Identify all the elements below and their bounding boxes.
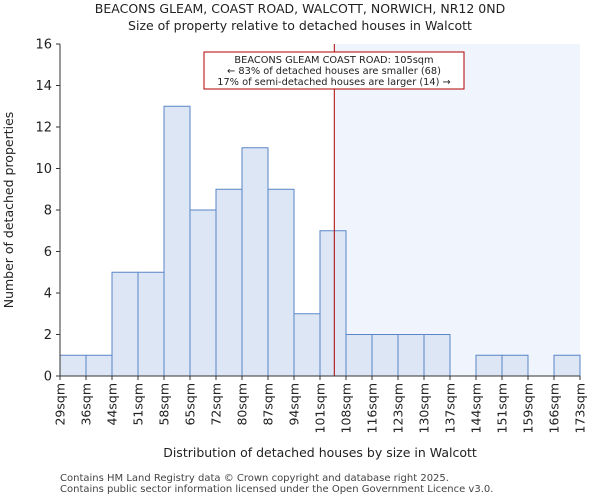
bar [189,209,217,377]
highlight-region [334,44,580,376]
bar [267,188,295,377]
x-tick-label: 51sqm [131,383,146,426]
bar [215,188,243,377]
x-tick-label: 58sqm [157,383,172,426]
x-tick-label: 36sqm [79,383,94,426]
x-tick-label: 94sqm [287,383,302,426]
x-tick-label: 29sqm [53,383,68,426]
x-tick-label: 130sqm [417,383,432,433]
bar [371,334,399,377]
x-tick-label: 166sqm [547,383,562,433]
x-tick-label: 72sqm [209,383,224,426]
annotation-line-2: ← 83% of detached houses are smaller (68… [227,66,441,77]
x-tick-label: 108sqm [339,383,354,433]
x-tick-label: 151sqm [495,383,510,433]
y-tick-label: 0 [44,370,52,385]
y-tick-label: 10 [35,162,52,177]
footer-line-2: Contains public sector information licen… [60,484,494,495]
x-tick-label: 44sqm [105,383,120,426]
y-axis-label: Number of detached properties [1,112,16,309]
bar [553,354,581,377]
chart-svg: 0 2 4 6 8 10 12 14 16 29sqm 36sqm 44sqm 51sqm 58sqm 65… [1,38,588,461]
y-tick-label: 8 [44,204,52,219]
x-tick-label: 116sqm [365,383,380,433]
x-tick-label: 87sqm [261,383,276,426]
bar [475,354,503,377]
y-tick-label: 16 [35,38,52,53]
x-tick-label: 80sqm [235,383,250,426]
x-tick-label: 144sqm [469,383,484,433]
bar [293,313,321,377]
x-tick-label: 173sqm [573,383,588,433]
x-tick-label: 101sqm [313,383,328,433]
bar [319,230,347,377]
annotation-line-3: 17% of semi-detached houses are larger (… [217,77,451,88]
y-tick-label: 12 [35,121,52,136]
x-tick-label: 65sqm [183,383,198,426]
y-tick-label: 6 [44,245,52,260]
chart-title: BEACONS GLEAM, COAST ROAD, WALCOTT, NORW… [94,1,506,16]
bar [111,271,139,377]
bar [137,271,165,377]
bar [501,354,529,377]
y-tick-label: 4 [44,287,52,302]
x-tick-label: 123sqm [391,383,406,433]
chart-subtitle: Size of property relative to detached ho… [128,18,472,33]
x-axis-label: Distribution of detached houses by size … [163,445,477,460]
x-tick-label: 137sqm [443,383,458,433]
bar [397,334,425,377]
y-tick-label: 14 [35,79,52,94]
x-tick-label: 159sqm [521,383,536,433]
bar [85,354,113,377]
annotation-line-1: BEACONS GLEAM COAST ROAD: 105sqm [234,55,433,66]
bar [163,105,191,377]
bar [241,147,269,377]
bar [345,334,373,377]
bar [423,334,451,377]
bar [59,354,87,377]
footer-line-1: Contains HM Land Registry data © Crown c… [60,473,449,484]
y-tick-label: 2 [44,328,52,343]
annotation-box [203,51,465,90]
